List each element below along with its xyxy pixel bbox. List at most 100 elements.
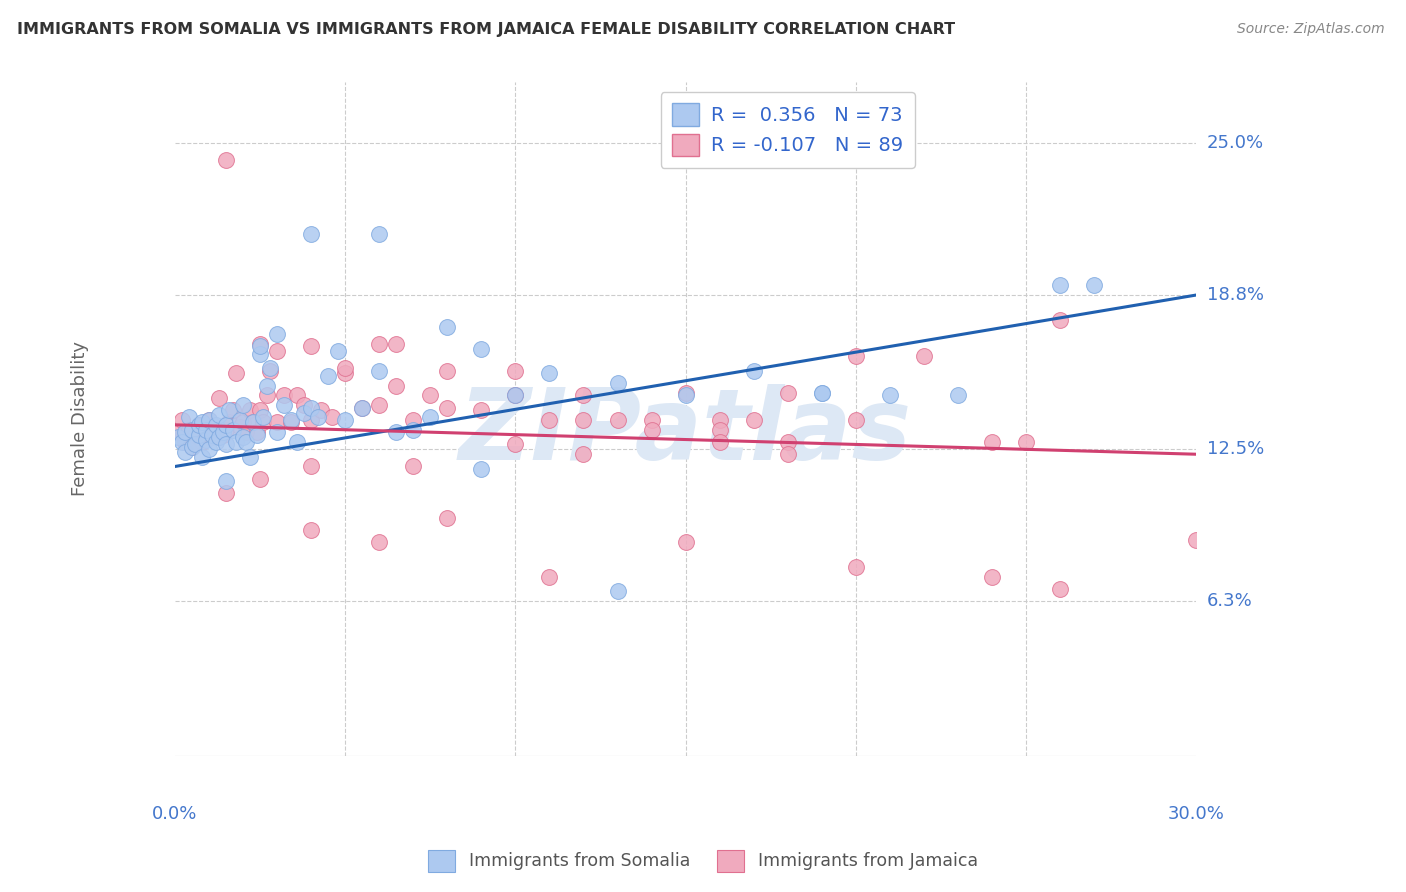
Point [1185, 533, 1208, 547]
Point [299, 459, 322, 474]
Point [280, 416, 302, 430]
Point [266, 416, 288, 430]
Point [299, 413, 322, 427]
Point [810, 386, 832, 401]
Point [194, 433, 217, 447]
Point [470, 403, 492, 417]
Point [352, 401, 374, 415]
Point [299, 523, 322, 537]
Point [810, 386, 832, 401]
Point [187, 417, 209, 432]
Point [368, 227, 391, 241]
Point [280, 413, 302, 427]
Point [246, 427, 269, 442]
Point [385, 337, 408, 351]
Point [218, 403, 240, 417]
Point [208, 430, 231, 444]
Point [538, 413, 561, 427]
Point [368, 398, 391, 412]
Point [170, 434, 193, 449]
Point [208, 391, 231, 405]
Point [287, 388, 309, 402]
Point [640, 413, 662, 427]
Point [436, 401, 458, 415]
Point [912, 349, 935, 363]
Point [419, 410, 441, 425]
Point [191, 416, 214, 430]
Point [204, 420, 226, 434]
Point [505, 388, 527, 402]
Point [333, 413, 356, 427]
Point [259, 364, 281, 378]
Point [419, 388, 441, 402]
Point [181, 423, 204, 437]
Point [259, 361, 281, 376]
Point [256, 388, 278, 402]
Point [709, 413, 731, 427]
Point [316, 368, 339, 383]
Point [177, 410, 200, 425]
Point [256, 378, 278, 392]
Point [299, 339, 322, 353]
Point [292, 398, 315, 412]
Point [328, 344, 350, 359]
Point [333, 367, 356, 381]
Point [181, 440, 204, 454]
Point [675, 388, 697, 402]
Point [352, 401, 374, 415]
Point [946, 388, 969, 402]
Point [287, 434, 309, 449]
Point [225, 434, 247, 449]
Point [194, 423, 217, 437]
Point [215, 486, 238, 500]
Text: 6.3%: 6.3% [1206, 592, 1253, 610]
Point [232, 430, 254, 444]
Point [538, 367, 561, 381]
Point [215, 417, 238, 432]
Point [228, 420, 250, 434]
Point [174, 425, 197, 440]
Point [505, 364, 527, 378]
Point [538, 570, 561, 584]
Point [177, 423, 200, 437]
Point [249, 472, 271, 486]
Point [385, 378, 408, 392]
Point [198, 413, 221, 427]
Point [675, 535, 697, 549]
Point [845, 413, 868, 427]
Point [167, 425, 190, 440]
Point [246, 425, 269, 440]
Point [218, 416, 240, 430]
Point [242, 416, 264, 430]
Text: 25.0%: 25.0% [1206, 134, 1264, 153]
Point [215, 474, 238, 488]
Point [402, 413, 425, 427]
Point [845, 560, 868, 574]
Point [208, 408, 231, 422]
Point [776, 447, 799, 461]
Point [266, 425, 288, 440]
Point [436, 364, 458, 378]
Point [436, 511, 458, 525]
Point [776, 434, 799, 449]
Point [239, 450, 262, 464]
Point [204, 417, 226, 432]
Point [299, 227, 322, 241]
Point [242, 416, 264, 430]
Point [368, 535, 391, 549]
Point [211, 425, 233, 440]
Point [505, 388, 527, 402]
Text: Source: ZipAtlas.com: Source: ZipAtlas.com [1237, 22, 1385, 37]
Text: 0.0%: 0.0% [152, 805, 198, 822]
Point [239, 403, 262, 417]
Point [215, 437, 238, 451]
Point [201, 430, 224, 444]
Point [174, 434, 197, 449]
Point [170, 413, 193, 427]
Text: Female Disability: Female Disability [70, 342, 89, 496]
Text: ZIPatlas: ZIPatlas [458, 384, 912, 481]
Point [470, 462, 492, 476]
Point [273, 388, 295, 402]
Point [606, 413, 628, 427]
Point [249, 347, 271, 361]
